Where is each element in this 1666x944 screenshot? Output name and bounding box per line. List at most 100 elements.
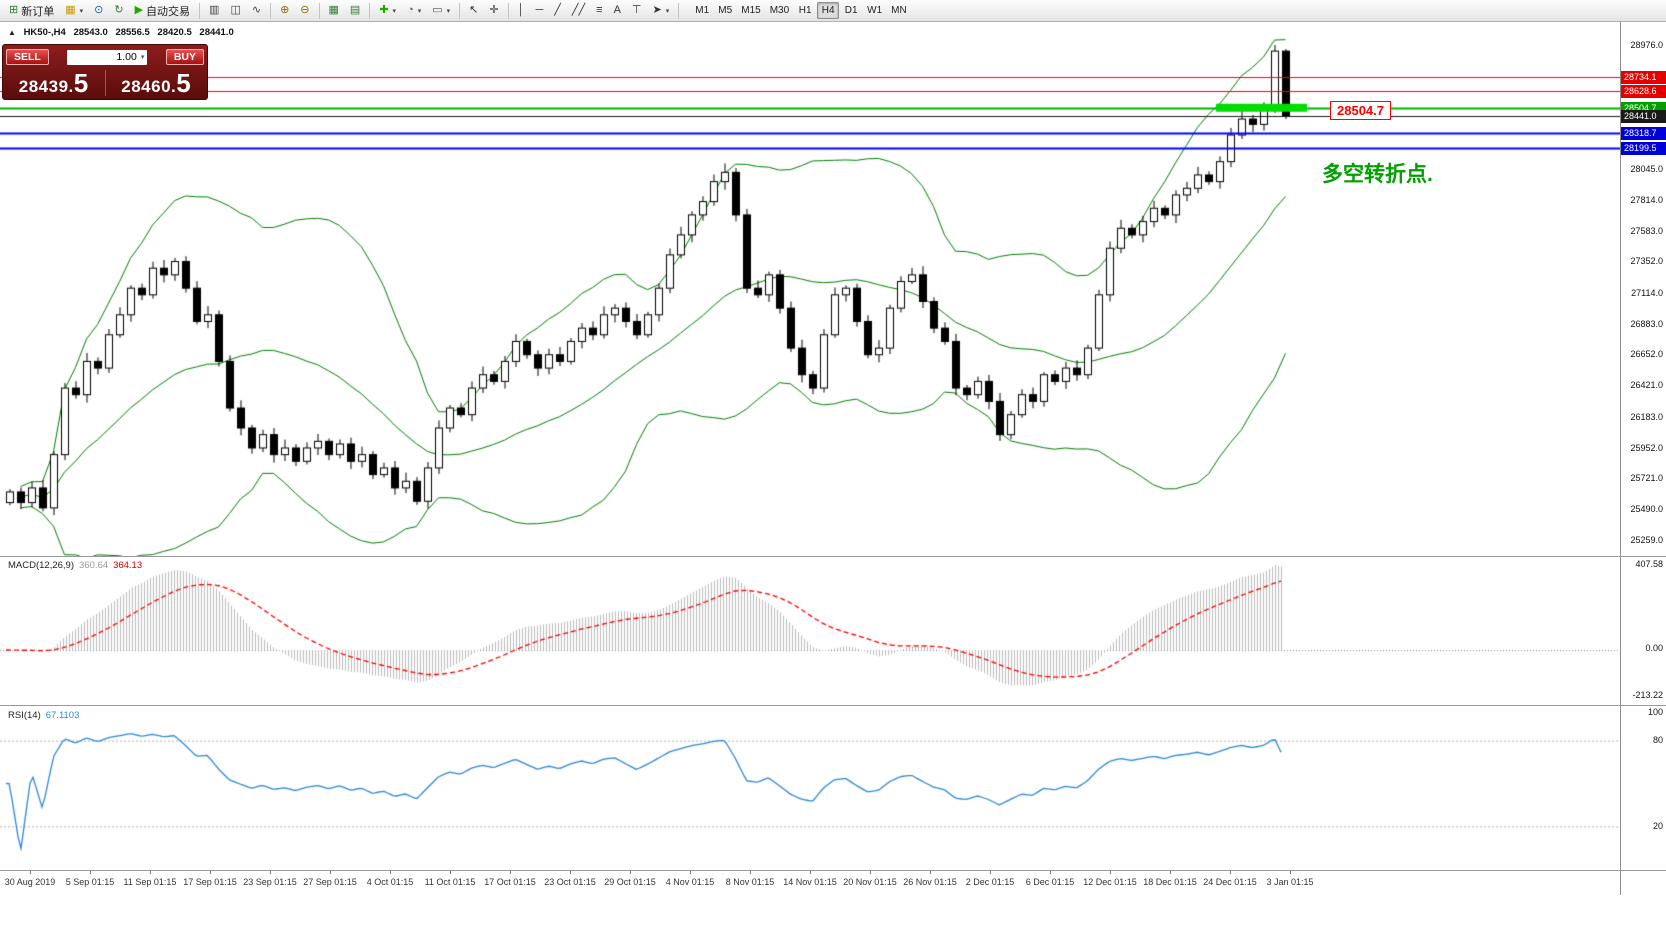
vertical-line-button[interactable]: │	[513, 2, 530, 20]
price-axis-tick: 25259.0	[1630, 535, 1663, 545]
timeframe-button-h1[interactable]: H1	[794, 2, 816, 19]
label-button[interactable]: ⊤	[627, 2, 647, 20]
time-axis-label: 29 Oct 01:15	[604, 877, 656, 887]
timeframe-button-d1[interactable]: D1	[840, 2, 862, 19]
text-button[interactable]: A	[609, 2, 626, 20]
macd-panel-canvas[interactable]	[0, 557, 1620, 705]
templates-button[interactable]: ▭ ▾	[427, 2, 455, 20]
time-axis-label: 5 Sep 01:15	[65, 877, 115, 887]
arrows-button[interactable]: ➤ ▾	[648, 2, 675, 20]
timeframe-button-m15[interactable]: M15	[737, 2, 764, 19]
time-axis-label: 4 Oct 01:15	[366, 877, 414, 887]
time-axis-label: 3 Jan 01:15	[1266, 877, 1314, 887]
autotrading-button[interactable]: ▶ 自动交易	[130, 2, 195, 20]
symbol-label: HK50-,H4	[23, 27, 66, 38]
cursor-button[interactable]: ↖	[464, 2, 483, 20]
macd-axis-tick: -213.22	[1632, 690, 1663, 700]
new-order-label: 新订单	[21, 5, 55, 18]
periods-button[interactable]: ◔ ▾	[402, 2, 426, 20]
new-order-button[interactable]: ⊞ 新订单	[4, 2, 59, 20]
time-axis-label: 26 Nov 01:15	[903, 877, 957, 887]
market-watch-icon: ⊙	[94, 4, 104, 16]
time-axis-tick	[810, 871, 811, 874]
time-axis-tick	[390, 871, 391, 874]
bar-chart-button[interactable]: ▥	[204, 2, 224, 20]
autotrading-play-icon: ▶	[134, 4, 144, 16]
time-axis-label: 4 Nov 01:15	[665, 877, 715, 887]
price-tag-annotation[interactable]: 28504.7	[1330, 101, 1391, 120]
one-click-trade-panel: SELL 1.00 ▾ BUY 28439.5 28460.5	[2, 44, 208, 100]
time-axis-tick	[870, 871, 871, 874]
rsi-panel-canvas[interactable]	[0, 706, 1620, 870]
candlestick-chart-button[interactable]: ◫	[225, 2, 245, 20]
ohlc-open: 28543.0	[73, 27, 108, 38]
channel-button[interactable]: ╱╱	[567, 2, 590, 20]
fibonacci-button[interactable]: ≡	[591, 2, 607, 20]
label-icon: ⊤	[631, 4, 642, 16]
time-axis-tick	[150, 871, 151, 874]
cascade-windows-button[interactable]: ▤	[345, 2, 365, 20]
market-watch-button[interactable]: ⊙	[89, 2, 108, 20]
dropdown-icon: ▾	[417, 7, 422, 15]
toolbar-separator	[507, 2, 509, 19]
buy-button[interactable]: BUY	[165, 49, 204, 65]
note-annotation[interactable]: 多空转折点.	[1322, 163, 1433, 186]
buy-price[interactable]: 28460.5	[121, 67, 192, 98]
price-axis[interactable]: 28976.0 28045.0 27814.0 27583.0 27352.0 27114…	[1620, 22, 1666, 895]
time-axis-label: 2 Dec 01:15	[965, 877, 1015, 887]
timeframe-button-m30[interactable]: M30	[766, 2, 793, 19]
timeframe-button-h4[interactable]: H4	[817, 2, 840, 19]
time-axis-tick	[1050, 871, 1051, 874]
panel-splitter[interactable]	[0, 705, 1666, 706]
line-chart-button[interactable]: ∿	[247, 2, 266, 20]
time-axis-label: 6 Dec 01:15	[1025, 877, 1075, 887]
sell-price[interactable]: 28439.5	[18, 67, 89, 98]
price-line-badge: 28628.6	[1621, 85, 1666, 99]
autotrading-label: 自动交易	[146, 5, 191, 18]
price-axis-tick: 26883.0	[1630, 318, 1663, 329]
cursor-icon: ↖	[469, 4, 479, 16]
tile-windows-icon: ▦	[328, 4, 339, 16]
toolbar-separator	[369, 2, 371, 19]
fibonacci-icon: ≡	[596, 4, 603, 16]
volume-input[interactable]: 1.00 ▾	[67, 49, 148, 65]
tile-windows-button[interactable]: ▦	[324, 2, 344, 20]
time-axis-tick	[1230, 871, 1231, 874]
price-line-badge: 28199.5	[1621, 142, 1666, 156]
navigator-button[interactable]: ↻	[109, 2, 128, 20]
rsi-axis-tick: 100	[1647, 707, 1663, 717]
time-axis[interactable]: 30 Aug 2019 5 Sep 01:15 11 Sep 01:15 17 Sep…	[0, 871, 1666, 897]
new-chart-button[interactable]: ▦ ▾	[60, 2, 88, 20]
timeframe-button-w1[interactable]: W1	[863, 2, 886, 19]
channel-icon: ╱╱	[571, 4, 586, 16]
timeframe-button-m1[interactable]: M1	[691, 2, 713, 19]
candlestick-chart-icon: ◫	[230, 4, 241, 16]
periods-icon: ◔	[407, 4, 414, 16]
price-axis-tick: 27814.0	[1630, 194, 1663, 205]
time-axis-tick	[210, 871, 211, 874]
chart-header: ▲ HK50-,H4 28543.0 28556.5 28420.5 28441…	[8, 27, 239, 38]
trade-panel-collapse-button[interactable]: ▲	[8, 28, 16, 37]
price-axis-tick: 27114.0	[1631, 287, 1663, 298]
trendline-button[interactable]: ╱	[549, 2, 566, 20]
timeframe-button-mn[interactable]: MN	[887, 2, 911, 19]
crosshair-button[interactable]: ✛	[484, 2, 503, 20]
time-axis-label: 11 Sep 01:15	[123, 877, 177, 887]
panel-splitter[interactable]	[0, 870, 1666, 871]
time-axis-label: 20 Nov 01:15	[843, 877, 897, 887]
panel-splitter[interactable]	[0, 556, 1666, 557]
zoom-in-button[interactable]: ⊕	[275, 2, 294, 20]
timeframe-button-m5[interactable]: M5	[714, 2, 736, 19]
indicators-button[interactable]: ✚ ▾	[374, 2, 401, 20]
zoom-out-icon: ⊖	[300, 4, 310, 16]
timeframe-group: M1 M5 M15 M30 H1 H4 D1 W1 MN	[691, 2, 910, 19]
bar-chart-icon: ▥	[209, 4, 220, 16]
horizontal-line-button[interactable]: ─	[530, 2, 548, 20]
dropdown-icon: ▾	[392, 7, 397, 15]
time-axis-tick	[30, 871, 31, 874]
zoom-out-button[interactable]: ⊖	[295, 2, 314, 20]
sell-button[interactable]: SELL	[6, 49, 49, 65]
time-axis-tick	[270, 871, 271, 874]
time-axis-label: 18 Dec 01:15	[1143, 877, 1197, 887]
